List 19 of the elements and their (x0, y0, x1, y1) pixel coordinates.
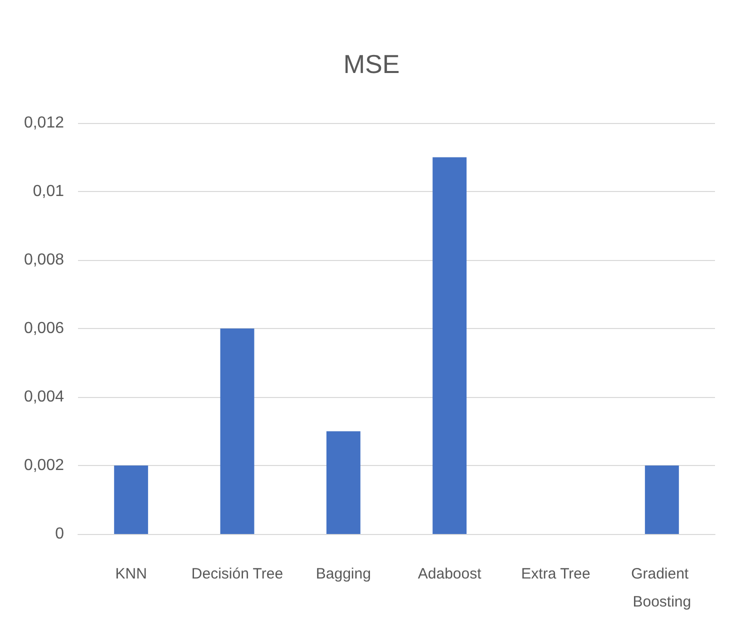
x-tick-label: KNN (115, 566, 147, 582)
bar (644, 466, 679, 534)
y-tick-label: 0,004 (24, 388, 64, 406)
y-tick-label: 0,006 (24, 320, 64, 337)
bar (114, 466, 148, 534)
x-tick-label: Decisión Tree (191, 566, 284, 582)
y-tick-label: 0,012 (24, 114, 64, 132)
bar (432, 157, 467, 534)
y-tick-label: 0 (55, 526, 64, 542)
y-tick-label: 0,01 (32, 183, 64, 200)
y-tick-label: 0,002 (24, 457, 64, 474)
bar (326, 431, 360, 534)
chart-title: MSE (343, 49, 400, 79)
y-tick-label: 0,008 (24, 252, 64, 268)
x-tick-label: Gradient Boosting (631, 566, 693, 610)
x-tick-label: Extra Tree (521, 566, 590, 582)
x-tick-label: Adaboost (418, 566, 482, 582)
bar (220, 328, 254, 534)
x-tick-label: Bagging (316, 566, 371, 582)
